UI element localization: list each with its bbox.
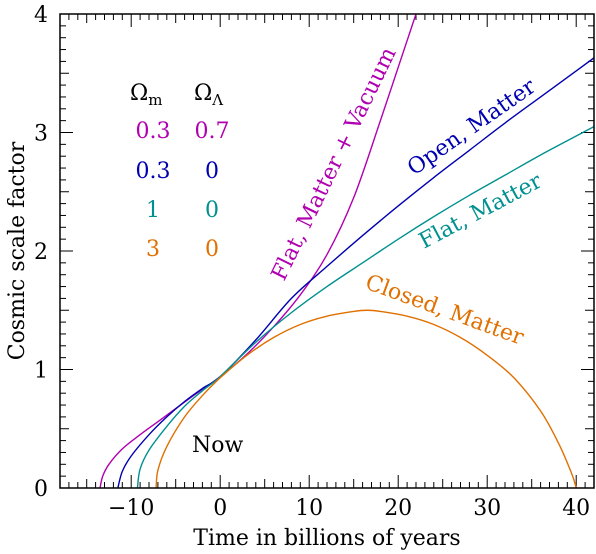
- curve-label-flat-matter: Flat, Matter: [415, 169, 546, 255]
- curve-label-layer: Flat, Matter + Vacuum Open, Matter Flat,…: [267, 43, 547, 350]
- x-axis-label: Time in billions of years: [193, 526, 460, 551]
- legend-omega-m-value: 0.3: [136, 119, 171, 144]
- curve-label-flat-matter-vacuum: Flat, Matter + Vacuum: [267, 43, 402, 284]
- legend-omega-m-value: 1: [146, 198, 160, 223]
- x-tick-label: 10: [295, 496, 323, 521]
- x-tick-label: 0: [213, 496, 227, 521]
- legend-omega-m-value: 3: [146, 237, 160, 262]
- curve-open-matter: [117, 57, 594, 488]
- legend-header-omega-m: Ωm: [130, 81, 162, 109]
- curve-label-open-matter: Open, Matter: [403, 74, 541, 181]
- y-tick-label: 3: [34, 122, 48, 147]
- y-tick-label: 0: [34, 477, 48, 502]
- legend-omega-lambda-value: 0.7: [195, 119, 230, 144]
- x-tick-label: 20: [384, 496, 412, 521]
- y-tick-label: 1: [34, 359, 48, 384]
- y-axis-label: Cosmic scale factor: [5, 141, 30, 360]
- curve-layer: [99, 14, 594, 488]
- legend-omega-lambda-value: 0: [205, 198, 219, 223]
- curve-closed-matter: [155, 309, 577, 488]
- x-tick-label: −10: [108, 496, 154, 521]
- x-tick-label: 40: [562, 496, 590, 521]
- legend-omega-lambda-value: 0: [205, 159, 219, 184]
- omega-legend: Ωm ΩΛ 0.3 0.7 0.3 0 1 0 3 0: [130, 81, 230, 262]
- x-tick-label: 30: [473, 496, 501, 521]
- annotation-now: Now: [192, 433, 243, 458]
- y-tick-label: 4: [34, 3, 48, 28]
- curve-label-closed-matter: Closed, Matter: [362, 270, 527, 351]
- legend-omega-lambda-value: 0: [205, 237, 219, 262]
- plot-frame: [59, 13, 595, 489]
- legend-header-omega-lambda: ΩΛ: [194, 81, 223, 109]
- curve-flat-matter: [136, 125, 594, 488]
- y-tick-label: 2: [34, 240, 48, 265]
- legend-omega-m-value: 0.3: [136, 159, 171, 184]
